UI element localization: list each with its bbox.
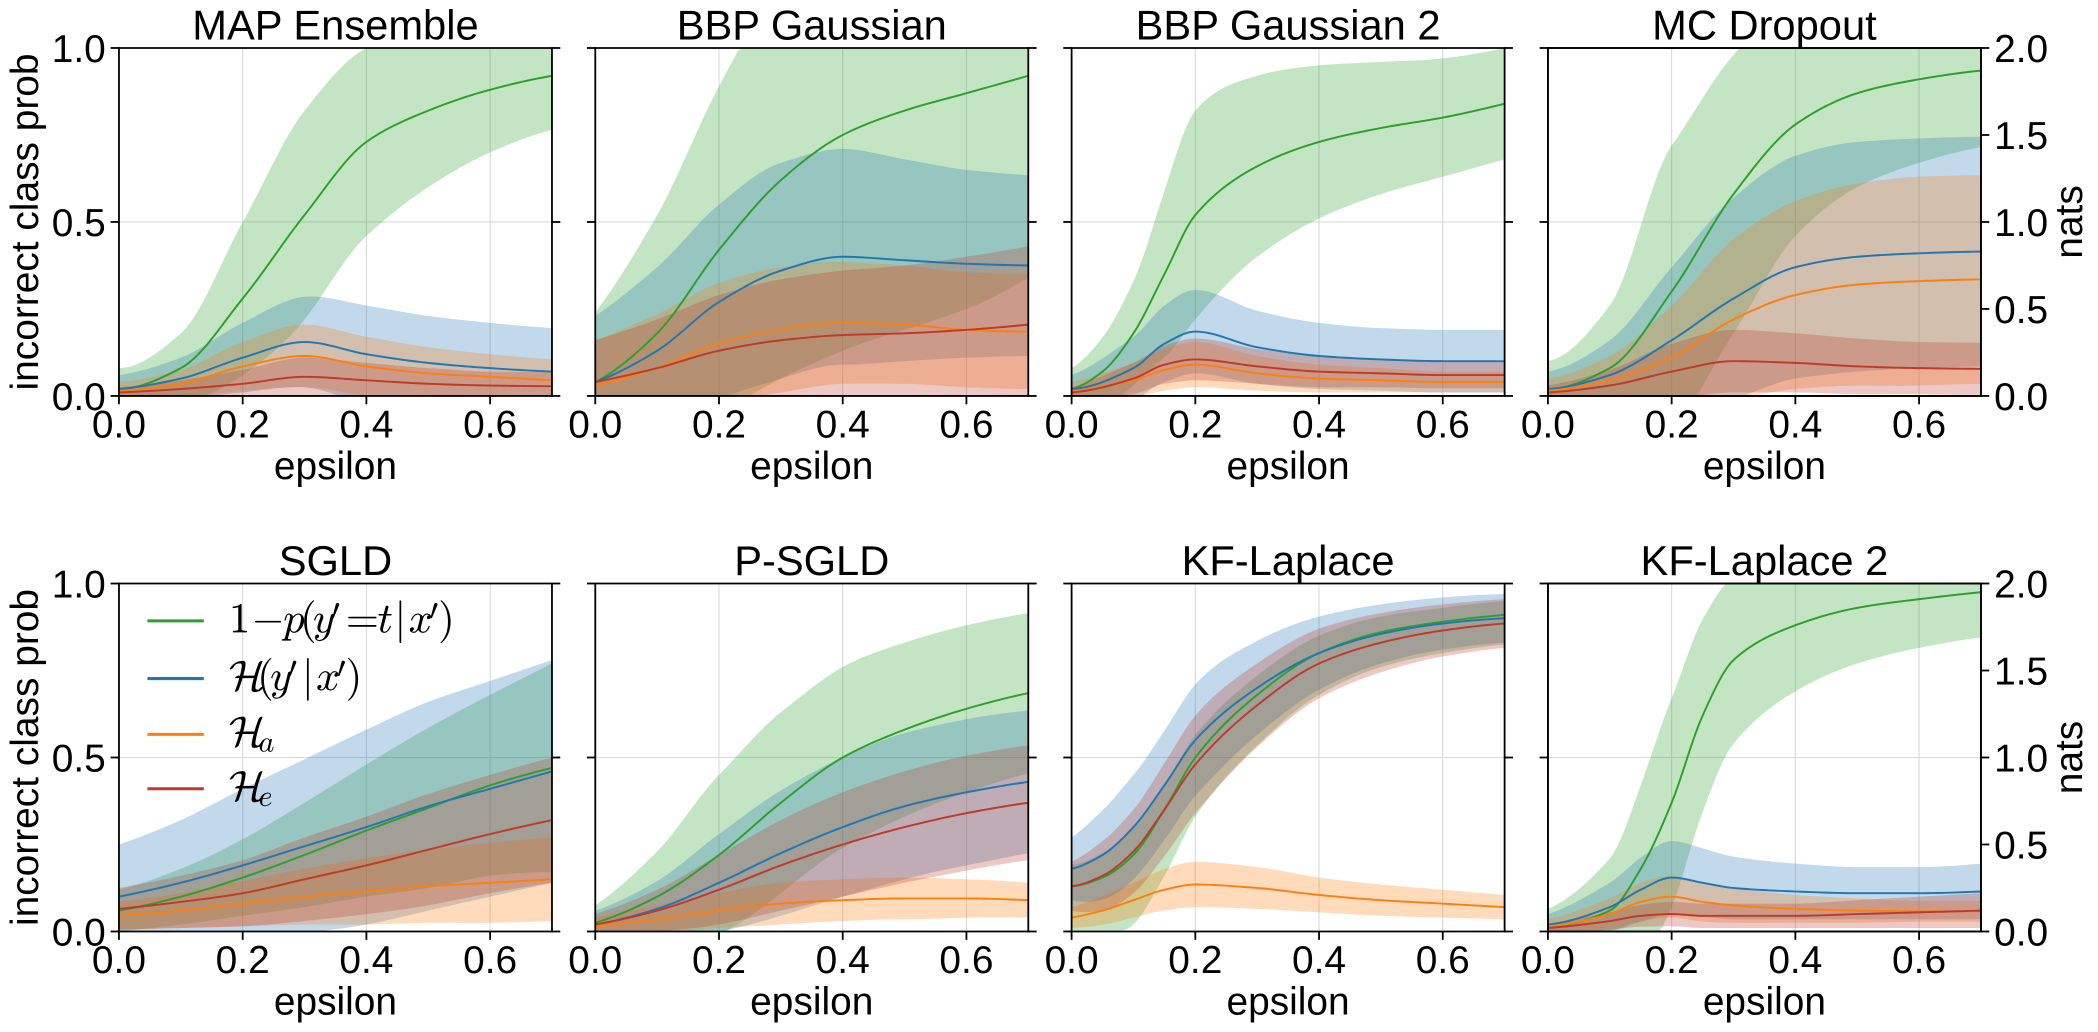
svg-text:0.0: 0.0 [52, 912, 106, 955]
svg-text:0.0: 0.0 [1521, 939, 1575, 982]
svg-text:SGLD: SGLD [279, 537, 392, 584]
svg-text:BBP Gaussian 2: BBP Gaussian 2 [1136, 1, 1441, 48]
svg-text:1.0: 1.0 [1994, 202, 2048, 245]
svg-text:0.0: 0.0 [1994, 376, 2048, 419]
svg-text:epsilon: epsilon [750, 981, 873, 1024]
svg-text:1.5: 1.5 [1994, 115, 2048, 158]
svg-text:0.6: 0.6 [463, 939, 517, 982]
svg-text:0.4: 0.4 [339, 403, 393, 446]
svg-text:0.2: 0.2 [1168, 939, 1222, 982]
svg-text:0.0: 0.0 [568, 939, 622, 982]
svg-text:0.5: 0.5 [1994, 289, 2048, 332]
svg-text:0.5: 0.5 [1994, 825, 2048, 868]
svg-text:0.0: 0.0 [1994, 912, 2048, 955]
svg-text:nats: nats [2048, 185, 2091, 258]
svg-text:0.6: 0.6 [1892, 403, 1946, 446]
svg-text:0.0: 0.0 [52, 376, 106, 419]
svg-text:0.2: 0.2 [216, 403, 270, 446]
svg-text:0.6: 0.6 [1416, 939, 1470, 982]
svg-text:epsilon: epsilon [274, 445, 397, 488]
svg-text:1.5: 1.5 [1994, 651, 2048, 694]
svg-text:nats: nats [2048, 721, 2091, 794]
svg-text:0.0: 0.0 [1521, 403, 1575, 446]
svg-text:1.0: 1.0 [52, 28, 106, 71]
svg-text:0.4: 0.4 [1768, 939, 1822, 982]
svg-text:0.6: 0.6 [463, 403, 517, 446]
svg-text:0.4: 0.4 [339, 939, 393, 982]
svg-text:0.2: 0.2 [1645, 403, 1699, 446]
svg-text:0.4: 0.4 [1292, 403, 1346, 446]
svg-text:P-SGLD: P-SGLD [734, 537, 889, 584]
svg-text:0.6: 0.6 [939, 939, 993, 982]
svg-text:0.6: 0.6 [1416, 403, 1470, 446]
svg-text:0.2: 0.2 [1168, 403, 1222, 446]
svg-text:epsilon: epsilon [1226, 981, 1349, 1024]
svg-text:2.0: 2.0 [1994, 564, 2048, 607]
svg-text:0.4: 0.4 [1292, 939, 1346, 982]
svg-text:0.2: 0.2 [692, 403, 746, 446]
svg-text:0.5: 0.5 [52, 202, 106, 245]
svg-text:2.0: 2.0 [1994, 28, 2048, 71]
svg-text:epsilon: epsilon [750, 445, 873, 488]
svg-text:incorrect class prob: incorrect class prob [4, 589, 47, 926]
svg-text:KF-Laplace: KF-Laplace [1182, 537, 1395, 584]
svg-text:epsilon: epsilon [1226, 445, 1349, 488]
svg-text:epsilon: epsilon [1703, 981, 1826, 1024]
svg-text:0.5: 0.5 [52, 738, 106, 781]
svg-text:0.6: 0.6 [1892, 939, 1946, 982]
svg-text:BBP Gaussian: BBP Gaussian [677, 1, 947, 48]
svg-text:1.0: 1.0 [52, 564, 106, 607]
svg-text:0.2: 0.2 [216, 939, 270, 982]
svg-text:0.4: 0.4 [1768, 403, 1822, 446]
svg-text:epsilon: epsilon [1703, 445, 1826, 488]
svg-text:1.0: 1.0 [1994, 738, 2048, 781]
svg-text:MAP Ensemble: MAP Ensemble [192, 1, 478, 48]
svg-text:0.2: 0.2 [692, 939, 746, 982]
svg-text:epsilon: epsilon [274, 981, 397, 1024]
svg-text:MC Dropout: MC Dropout [1652, 1, 1877, 48]
svg-text:0.4: 0.4 [816, 403, 870, 446]
svg-text:0.2: 0.2 [1645, 939, 1699, 982]
svg-text:incorrect class prob: incorrect class prob [4, 53, 47, 390]
svg-text:0.6: 0.6 [939, 403, 993, 446]
svg-text:0.4: 0.4 [816, 939, 870, 982]
svg-text:KF-Laplace 2: KF-Laplace 2 [1641, 537, 1889, 584]
svg-text:0.0: 0.0 [1045, 939, 1099, 982]
svg-text:0.0: 0.0 [568, 403, 622, 446]
svg-text:0.0: 0.0 [1045, 403, 1099, 446]
